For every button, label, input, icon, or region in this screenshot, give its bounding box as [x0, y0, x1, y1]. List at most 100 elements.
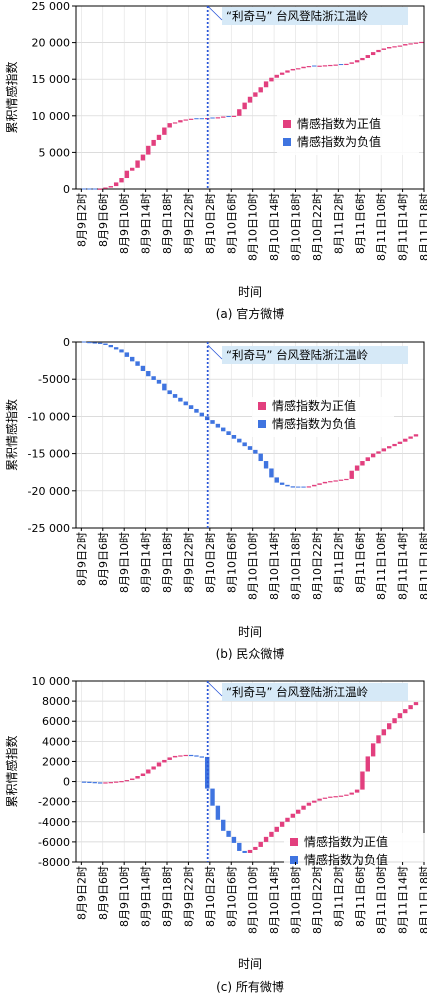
- bar-positive: [221, 116, 226, 118]
- bar-positive: [312, 484, 317, 487]
- annotation-text: “利奇马” 台风登陆浙江温岭: [226, 348, 369, 362]
- bar-negative: [215, 805, 221, 820]
- bar-positive: [419, 41, 424, 44]
- chart-panel-2: -25 000 -20 000 -15 000 -10 000 -5000 0 “利奇马” …: [4, 336, 427, 661]
- bar-positive: [172, 755, 178, 758]
- bar-negative: [135, 361, 140, 366]
- legend-box: [252, 397, 394, 437]
- legend-swatch-negative: [283, 138, 291, 146]
- bar-positive: [215, 117, 221, 119]
- bar-negative: [103, 343, 108, 345]
- x-tick-label: 8月11日10时: [375, 193, 388, 261]
- bar-negative: [113, 347, 119, 350]
- x-tick-label: 8月10日18时: [290, 532, 303, 600]
- bar-positive: [263, 81, 269, 88]
- chart-panel-1: 0 5 000 10 000 15 000 20 000 25 000 “利奇马” 台风登陆…: [4, 0, 427, 321]
- y-axis-label: 累积情感指数: [4, 399, 19, 471]
- annotation-pointer: [207, 5, 223, 21]
- bar-positive: [188, 118, 194, 120]
- x-tick-label: 8月9日22时: [182, 193, 195, 254]
- bar-negative: [146, 371, 151, 377]
- bar-negative: [285, 484, 290, 487]
- annotation-pointer: [207, 681, 223, 697]
- bar-negative: [226, 830, 231, 837]
- x-tick-label: 8月9日2时: [75, 193, 88, 247]
- bar-positive: [381, 48, 387, 50]
- bar-positive: [349, 62, 354, 64]
- legend-label-negative: 情感指数为负值: [304, 852, 388, 867]
- bar-positive: [247, 849, 253, 853]
- annotation-text: “利奇马” 台风登陆浙江温岭: [226, 9, 369, 23]
- y-tick-label: 5 000: [39, 146, 71, 159]
- x-tick-label: 8月9日10时: [118, 866, 131, 927]
- bar-negative: [130, 356, 135, 362]
- bar-positive: [130, 167, 135, 171]
- x-tick-label: 8月10日18时: [290, 866, 303, 934]
- bar-positive: [306, 486, 312, 488]
- bar-positive: [333, 64, 338, 66]
- bar-positive: [344, 478, 349, 481]
- bar-positive: [237, 109, 242, 116]
- x-tick-label: 8月9日18时: [161, 193, 174, 254]
- y-tick-label: 8000: [42, 695, 70, 708]
- bar-positive: [108, 782, 113, 784]
- x-tick-label: 8月11日14时: [397, 532, 410, 600]
- bar-positive: [279, 72, 285, 75]
- bar-negative: [210, 788, 215, 806]
- legend-label-negative: 情感指数为负值: [272, 416, 356, 431]
- legend-swatch-positive: [290, 838, 298, 846]
- x-tick-label: 8月10日2时: [204, 866, 217, 927]
- annotation-box: [222, 346, 408, 364]
- x-tick-label: 8月10日6时: [225, 193, 238, 254]
- y-tick-label: -8000: [38, 856, 70, 869]
- bar-positive: [333, 796, 338, 798]
- bar-negative: [97, 342, 103, 344]
- y-tick-label: -6000: [38, 836, 70, 849]
- x-tick-label: 8月10日10时: [247, 532, 260, 600]
- bar-positive: [167, 123, 172, 128]
- bar-positive: [317, 65, 322, 67]
- bar-positive: [140, 773, 146, 777]
- x-tick-label: 8月9日18时: [161, 866, 174, 927]
- legend-swatch-positive: [258, 402, 266, 410]
- bar-positive: [108, 186, 113, 188]
- y-tick-label: -20 000: [28, 485, 70, 498]
- legend-label-positive: 情感指数为正值: [304, 834, 388, 849]
- y-tick-label: 0: [63, 183, 70, 196]
- x-tick-label: 8月9日10时: [118, 193, 131, 254]
- x-tick-label: 8月11日10时: [375, 532, 388, 600]
- bar-negative: [178, 397, 183, 402]
- bar-negative: [231, 836, 237, 843]
- bar-negative: [194, 408, 199, 413]
- bar-positive: [146, 145, 151, 155]
- bar-positive: [231, 115, 237, 117]
- bar-positive: [354, 60, 360, 63]
- bar-positive: [397, 713, 403, 719]
- bar-negative: [119, 349, 124, 353]
- y-tick-label: -2000: [38, 796, 70, 809]
- bar-positive: [247, 96, 253, 103]
- bar-positive: [113, 781, 119, 783]
- x-tick-label: 8月9日2时: [75, 866, 88, 920]
- x-tick-label: 8月11日2时: [332, 193, 345, 254]
- x-tick-label: 8月9日22时: [182, 532, 195, 593]
- x-axis-label: 时间: [238, 957, 262, 971]
- bar-positive: [397, 441, 403, 444]
- bar-positive: [365, 55, 370, 58]
- bar-positive: [156, 762, 162, 767]
- bar-positive: [328, 64, 333, 67]
- y-tick-label: 25 000: [32, 0, 71, 13]
- bar-negative: [242, 850, 247, 853]
- bar-negative: [87, 781, 92, 783]
- y-tick-label: -25 000: [28, 522, 70, 535]
- bar-negative: [140, 365, 146, 372]
- x-tick-label: 8月9日14时: [140, 532, 153, 593]
- bar-negative: [92, 782, 97, 784]
- bar-negative: [87, 342, 92, 344]
- bar-negative: [97, 782, 103, 784]
- annotation-box: [222, 7, 408, 25]
- bar-negative: [204, 756, 210, 789]
- y-tick-label: 2000: [42, 755, 70, 768]
- x-tick-label: 8月10日2时: [204, 532, 217, 593]
- bar-positive: [322, 481, 328, 484]
